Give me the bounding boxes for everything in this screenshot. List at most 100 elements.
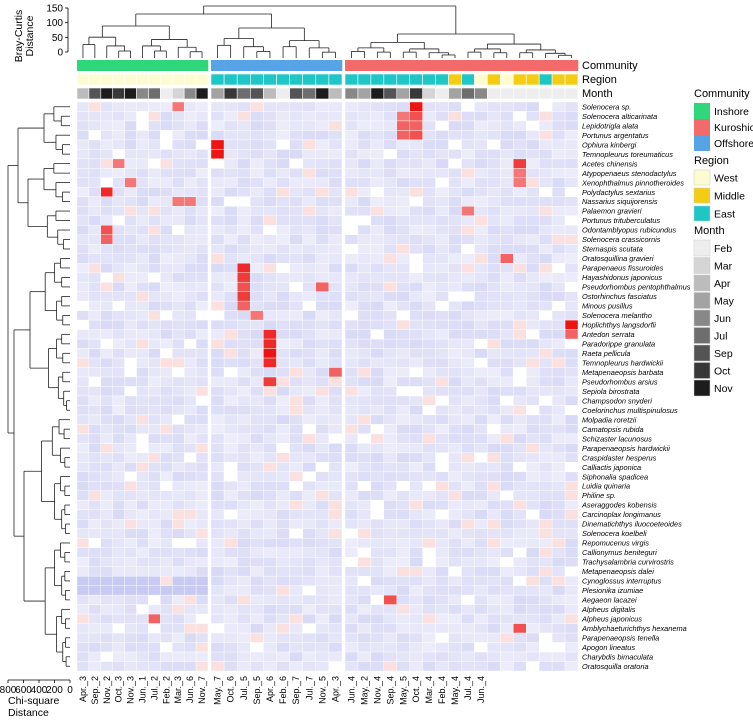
heatmap-cell bbox=[210, 101, 225, 112]
heatmap-cell bbox=[461, 594, 475, 605]
heatmap-cell bbox=[396, 405, 410, 416]
heatmap-cell bbox=[315, 557, 330, 567]
heatmap-cell bbox=[422, 376, 436, 387]
heatmap-cell bbox=[474, 234, 488, 245]
heatmap-cell bbox=[136, 661, 149, 672]
heatmap-cell bbox=[195, 206, 209, 217]
heatmap-cell bbox=[461, 585, 475, 596]
heatmap-cell bbox=[409, 519, 423, 529]
heatmap-cell bbox=[461, 130, 475, 141]
region-annotation-cell bbox=[487, 73, 501, 86]
heatmap-cell bbox=[551, 158, 566, 169]
region-annotation-cell bbox=[236, 73, 251, 86]
heatmap-cell bbox=[315, 111, 330, 122]
heatmap-cell bbox=[124, 310, 137, 321]
heatmap-cell bbox=[183, 405, 197, 416]
heatmap-cell bbox=[160, 367, 173, 378]
region-annotation-cell bbox=[183, 73, 197, 86]
heatmap-cell bbox=[315, 509, 330, 520]
heatmap-cell bbox=[551, 452, 566, 463]
heatmap-cell bbox=[183, 528, 197, 539]
heatmap-cell bbox=[435, 509, 449, 520]
heatmap-cell bbox=[551, 196, 566, 207]
heatmap-cell bbox=[370, 661, 385, 672]
heatmap-cell bbox=[236, 338, 251, 349]
heatmap-cell bbox=[513, 462, 527, 473]
heatmap-cell bbox=[461, 405, 475, 416]
heatmap-cell bbox=[289, 376, 303, 387]
heatmap-cell bbox=[396, 367, 410, 378]
heatmap-cell bbox=[195, 613, 209, 624]
heatmap-cell bbox=[210, 130, 225, 141]
heatmap-cell bbox=[357, 281, 372, 292]
heatmap-cell bbox=[396, 528, 410, 539]
heatmap-cell bbox=[250, 604, 264, 615]
heatmap-cell bbox=[210, 300, 225, 311]
heatmap-cell bbox=[383, 101, 397, 112]
heatmap-cell bbox=[396, 111, 410, 122]
heatmap-cell bbox=[383, 386, 397, 397]
heatmap-cell bbox=[409, 557, 423, 567]
heatmap-cell bbox=[124, 386, 137, 397]
heatmap-cell bbox=[551, 547, 566, 558]
heatmap-cell bbox=[500, 357, 514, 368]
heatmap-cell bbox=[551, 575, 566, 586]
species-label: Camatopsis rubida bbox=[582, 425, 644, 434]
heatmap-cell bbox=[461, 462, 475, 473]
heatmap-cell bbox=[250, 329, 264, 340]
heatmap-cell bbox=[315, 566, 330, 577]
heatmap-cell bbox=[148, 471, 161, 482]
heatmap-cell bbox=[223, 187, 238, 198]
heatmap-cell bbox=[422, 519, 436, 529]
heatmap-cell bbox=[435, 452, 449, 463]
heatmap-cell bbox=[396, 500, 410, 510]
heatmap-cell bbox=[328, 547, 343, 558]
heatmap-cell bbox=[526, 575, 540, 586]
heatmap-cell bbox=[263, 405, 277, 416]
heatmap-cell bbox=[112, 376, 125, 387]
heatmap-cell bbox=[236, 651, 251, 662]
heatmap-cell bbox=[328, 443, 343, 454]
heatmap-cell bbox=[448, 310, 462, 321]
region-annotation-cell bbox=[564, 73, 579, 86]
heatmap-cell bbox=[370, 395, 385, 406]
heatmap-cell bbox=[396, 319, 410, 330]
heatmap-cell bbox=[250, 319, 264, 330]
sample-label: May._7 bbox=[213, 676, 223, 705]
heatmap-cell bbox=[250, 424, 264, 435]
heatmap-cell bbox=[124, 291, 137, 302]
heatmap-cell bbox=[76, 244, 90, 254]
heatmap-cell bbox=[160, 395, 173, 406]
heatmap-cell bbox=[100, 177, 113, 188]
heatmap-cell bbox=[100, 557, 113, 567]
heatmap-cell bbox=[250, 225, 264, 235]
heatmap-cell bbox=[136, 414, 149, 425]
heatmap-cell bbox=[302, 452, 317, 463]
heatmap-cell bbox=[422, 490, 436, 501]
heatmap-cell bbox=[88, 395, 102, 406]
heatmap-cell bbox=[183, 509, 197, 520]
heatmap-cell bbox=[263, 130, 277, 141]
heatmap-cell bbox=[88, 547, 102, 558]
heatmap-cell bbox=[223, 263, 238, 273]
heatmap-cell bbox=[344, 348, 359, 359]
heatmap-cell bbox=[276, 538, 290, 548]
heatmap-cell bbox=[210, 310, 225, 321]
heatmap-cell bbox=[88, 111, 102, 122]
heatmap-cell bbox=[183, 376, 197, 387]
heatmap-cell bbox=[88, 471, 102, 482]
heatmap-cell bbox=[276, 319, 290, 330]
heatmap-cell bbox=[195, 557, 209, 567]
heatmap-cell bbox=[172, 120, 185, 131]
heatmap-cell bbox=[435, 187, 449, 198]
heatmap-cell bbox=[136, 253, 149, 264]
heatmap-cell bbox=[551, 139, 566, 150]
heatmap-cell bbox=[474, 253, 488, 264]
heatmap-cell bbox=[538, 319, 553, 330]
heatmap-cell bbox=[513, 168, 527, 179]
heatmap-cell bbox=[263, 490, 277, 501]
heatmap-cell bbox=[435, 585, 449, 596]
heatmap-cell bbox=[328, 376, 343, 387]
month-legend-swatch bbox=[693, 274, 711, 292]
heatmap-cell bbox=[172, 585, 185, 596]
